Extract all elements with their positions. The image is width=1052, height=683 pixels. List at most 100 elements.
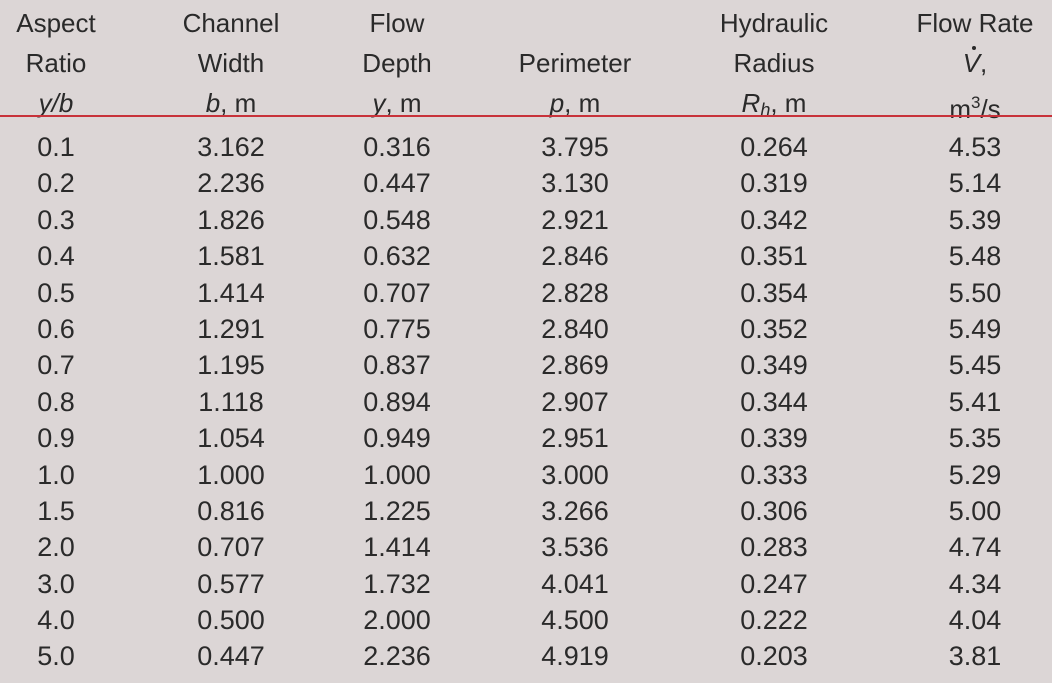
table-cell: 3.162: [197, 132, 265, 162]
table-cell: 3.536: [541, 532, 609, 563]
table-cell: 0.6: [37, 313, 75, 344]
table-cell: 0.333: [740, 459, 808, 490]
table-cell: 2.236: [363, 641, 431, 672]
header-unit-tail: /s: [980, 94, 1001, 124]
table-row: 4.0 0.500 2.000 4.500 0.222 4.04: [0, 602, 1052, 638]
table-cell: 5.50: [948, 277, 1002, 308]
table-cell: 0.577: [197, 568, 265, 599]
table-cell: 0.3: [37, 204, 75, 235]
table-cell: 0.632: [363, 241, 431, 272]
header-aspect-ratio: Aspect Ratio y/b: [0, 3, 112, 123]
table-cell: 5.41: [948, 386, 1002, 417]
table-cell: 0.447: [363, 168, 431, 199]
table-row: 1.5 0.816 1.225 3.266 0.306 5.00: [0, 493, 1052, 529]
table-cell: 2.869: [541, 350, 609, 381]
table-cell: 0.548: [363, 204, 431, 235]
header-line: Ratio: [25, 48, 87, 78]
table-header: Aspect Ratio y/b Channel Width b, m Flow…: [0, 0, 1052, 124]
table-cell: 0.354: [740, 277, 808, 308]
table-cell: 0.247: [740, 568, 808, 599]
table-row: 0.6 1.291 0.775 2.840 0.352 5.49: [0, 311, 1052, 347]
header-unit: m: [949, 94, 971, 124]
table-cell: 0.2: [37, 168, 75, 199]
table-cell: 0.9: [37, 423, 75, 454]
header-symbol-tail: ,: [980, 48, 988, 78]
table-row: 0.7 1.195 0.837 2.869 0.349 5.45: [0, 347, 1052, 383]
header-unit-line: m3/s: [900, 83, 1050, 124]
table-cell: 1.225: [363, 495, 431, 526]
table-row: 0.3 1.826 0.548 2.921 0.342 5.39: [0, 202, 1052, 238]
header-line: Channel: [182, 8, 280, 38]
table-cell: 0.222: [740, 605, 808, 636]
table-cell: 0.707: [363, 277, 431, 308]
table-cell: 3.266: [541, 495, 609, 526]
table-cell: 1.000: [363, 459, 431, 490]
header-line: Hydraulic: [719, 8, 829, 38]
table-cell: 0.447: [197, 641, 265, 672]
header-symbol: V: [963, 43, 980, 83]
table-cell: 0.7: [37, 350, 75, 381]
table-cell: 0.816: [197, 495, 265, 526]
header-line: [500, 3, 650, 43]
header-channel-width: Channel Width b, m: [160, 3, 302, 123]
table-cell: 4.04: [948, 605, 1002, 636]
table-cell: 0.5: [37, 277, 75, 308]
table-cell: 0.500: [197, 605, 265, 636]
table-row: 0.8 1.118 0.894 2.907 0.344 5.41: [0, 384, 1052, 420]
table-body: 0.1 3.162 0.316 3.795 0.264 4.53 0.2 2.236 0.447…: [0, 129, 1052, 675]
table-cell: 4.53: [948, 132, 1002, 162]
table-cell: 0.949: [363, 423, 431, 454]
table-row: 0.5 1.414 0.707 2.828 0.354 5.50: [0, 275, 1052, 311]
header-line: Width: [197, 48, 265, 78]
header-symbol: R: [741, 88, 761, 118]
table-cell: 0.316: [363, 132, 431, 162]
table-cell: 5.49: [948, 313, 1002, 344]
table-cell: 0.4: [37, 241, 75, 272]
table-row: 2.0 0.707 1.414 3.536 0.283 4.74: [0, 529, 1052, 565]
table-cell: 2.846: [541, 241, 609, 272]
table-cell: 3.81: [948, 641, 1002, 672]
header-flow-depth: Flow Depth y, m: [330, 3, 464, 123]
table-cell: 1.414: [363, 532, 431, 563]
table-cell: 5.35: [948, 423, 1002, 454]
table-cell: 4.500: [541, 605, 609, 636]
table-cell: 0.837: [363, 350, 431, 381]
header-unit: , m: [385, 88, 422, 118]
header-line: Radius: [733, 48, 815, 78]
table-cell: 1.5: [37, 495, 75, 526]
table-cell: 4.74: [948, 532, 1002, 563]
table-cell: 0.775: [363, 313, 431, 344]
table-cell: 2.000: [363, 605, 431, 636]
table-cell: 5.14: [948, 168, 1002, 199]
table-cell: 1.195: [197, 350, 265, 381]
table-cell: 0.339: [740, 423, 808, 454]
table-cell: 0.351: [740, 241, 808, 272]
table-cell: 3.000: [541, 459, 609, 490]
table-cell: 1.118: [198, 386, 264, 417]
table-cell: 1.054: [197, 423, 265, 454]
table-row: 1.0 1.000 1.000 3.000 0.333 5.29: [0, 457, 1052, 493]
table-cell: 0.352: [740, 313, 808, 344]
table-cell: 1.000: [197, 459, 265, 490]
header-symbol-line: Rh, m: [700, 83, 848, 123]
header-superscript: 3: [970, 93, 981, 112]
table-row: 5.0 0.447 2.236 4.919 0.203 3.81: [0, 638, 1052, 674]
header-hydraulic-radius: Hydraulic Radius Rh, m: [700, 3, 848, 123]
header-line: Perimeter: [518, 48, 632, 78]
header-symbol-line: y, m: [330, 83, 464, 123]
table-cell: 1.581: [197, 241, 265, 272]
header-line: Flow: [369, 8, 425, 38]
table-cell: 2.840: [541, 313, 609, 344]
table-cell: 5.45: [948, 350, 1002, 381]
table-cell: 0.306: [740, 495, 808, 526]
table-cell: 4.0: [37, 605, 75, 636]
table-cell: 4.34: [948, 568, 1002, 599]
header-symbol-line: p, m: [500, 83, 650, 123]
header-subscript: h: [760, 100, 771, 120]
header-symbol: y: [372, 88, 386, 118]
table-cell: 4.041: [541, 568, 609, 599]
table-cell: 3.0: [37, 568, 75, 599]
table-row: 0.9 1.054 0.949 2.951 0.339 5.35: [0, 420, 1052, 456]
table-row: 0.1 3.162 0.316 3.795 0.264 4.53: [0, 129, 1052, 165]
table-cell: 3.130: [541, 168, 609, 199]
